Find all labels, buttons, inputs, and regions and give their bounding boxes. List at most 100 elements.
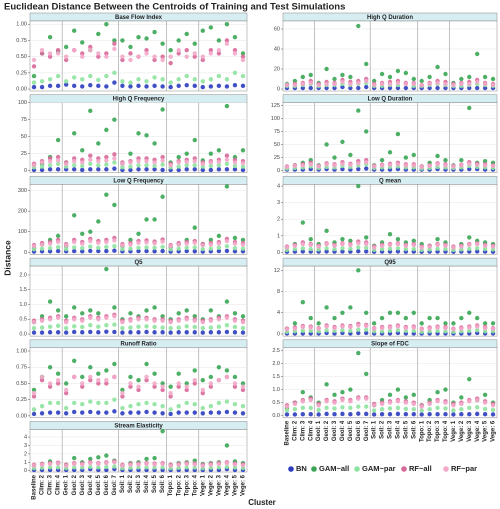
point <box>348 411 353 417</box>
point <box>88 315 93 320</box>
y-tick-label: 75 <box>274 129 280 135</box>
point <box>200 387 205 393</box>
point <box>356 404 361 409</box>
point <box>136 167 141 172</box>
point <box>152 330 157 335</box>
point <box>451 164 456 169</box>
point <box>379 406 385 412</box>
point <box>72 47 77 53</box>
point <box>395 411 401 417</box>
point <box>152 305 157 310</box>
point <box>104 368 109 373</box>
point <box>451 408 456 413</box>
point <box>80 241 85 246</box>
x-tick-label: Geol: 7 <box>112 474 118 495</box>
x-tick-label: Topo: 4 <box>443 420 449 442</box>
point <box>47 381 53 386</box>
point <box>39 242 45 247</box>
point <box>240 387 246 393</box>
point <box>112 160 117 165</box>
y-tick-label: 0.25 <box>16 397 27 403</box>
point <box>467 399 472 404</box>
point <box>427 74 432 80</box>
point <box>451 321 456 326</box>
legend-marker <box>401 466 407 472</box>
point <box>284 327 290 332</box>
point <box>356 323 361 328</box>
point <box>224 38 230 43</box>
point <box>300 249 306 254</box>
y-tick-label: 4 <box>277 310 280 316</box>
point <box>284 408 290 413</box>
point <box>104 248 109 254</box>
point <box>348 399 353 404</box>
point <box>160 154 165 160</box>
point <box>232 401 238 407</box>
point <box>192 158 197 164</box>
point <box>176 330 181 335</box>
point <box>324 66 329 72</box>
x-tick-label: Clim: 3 <box>300 420 306 441</box>
point <box>232 374 238 380</box>
point <box>411 310 416 315</box>
point <box>348 246 353 251</box>
point <box>490 244 496 249</box>
point <box>387 242 393 248</box>
point <box>324 246 329 251</box>
point <box>63 330 69 335</box>
point <box>364 330 369 336</box>
point <box>403 85 409 91</box>
x-tick-label: Soil: 3 <box>388 420 394 439</box>
point <box>184 248 189 254</box>
point <box>232 318 238 323</box>
point <box>160 428 165 434</box>
point <box>482 159 488 164</box>
point <box>300 328 306 333</box>
y-tick-label: 0 <box>277 331 280 337</box>
x-tick-label: Vege: 5 <box>233 474 239 496</box>
point <box>459 326 464 331</box>
point <box>176 83 181 89</box>
point <box>482 325 488 331</box>
point <box>419 164 424 170</box>
point <box>88 460 93 466</box>
point <box>96 77 101 83</box>
point <box>31 325 37 331</box>
point <box>435 325 440 330</box>
point <box>435 411 440 417</box>
point <box>403 246 409 252</box>
point <box>72 455 77 461</box>
point <box>411 392 416 398</box>
point <box>55 315 61 320</box>
point <box>88 365 93 370</box>
point <box>284 412 290 417</box>
point <box>419 245 424 250</box>
point <box>340 246 345 251</box>
point <box>47 461 53 467</box>
point <box>72 329 77 335</box>
point <box>364 396 369 401</box>
point <box>112 322 117 327</box>
point <box>55 461 61 466</box>
point <box>364 166 369 171</box>
point <box>88 157 93 162</box>
point <box>208 246 214 251</box>
point <box>356 396 361 401</box>
point <box>104 464 109 470</box>
y-tick-label: 100 <box>18 229 27 235</box>
point <box>348 152 353 158</box>
point <box>324 162 329 167</box>
point <box>208 308 214 313</box>
point <box>144 245 149 250</box>
point <box>200 79 205 84</box>
point <box>31 407 37 412</box>
point <box>80 465 85 470</box>
point <box>176 318 181 323</box>
point <box>152 455 157 461</box>
point <box>224 299 230 304</box>
point <box>411 238 416 243</box>
point <box>340 139 345 145</box>
panel-title: Runoff Ratio <box>121 342 157 348</box>
point <box>403 406 409 412</box>
point <box>80 324 85 330</box>
